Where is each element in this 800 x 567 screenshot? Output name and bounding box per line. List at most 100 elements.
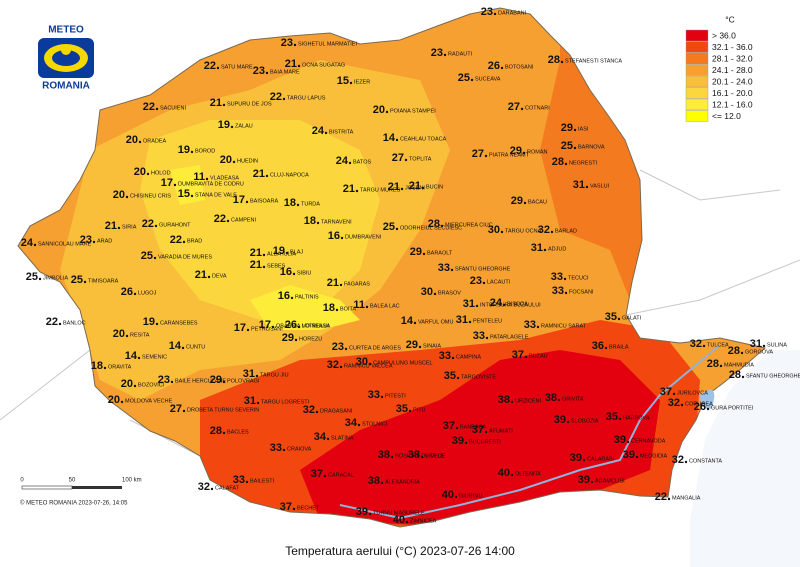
station-value: 28 [707, 358, 719, 370]
station-dot [297, 64, 301, 68]
station: 21 CLUJ-NAPOCA [253, 168, 309, 180]
station-dot [626, 440, 630, 444]
station-value: 38 [368, 475, 380, 487]
station-value: 26 [121, 286, 133, 298]
station-dot [464, 441, 468, 445]
station-name: CUNTU [186, 344, 205, 350]
station: 26 LUGOJ [121, 286, 157, 298]
station: 31 TARGU LOGRESTI [244, 395, 310, 407]
station-name: ORAVITA [108, 364, 132, 370]
station-dot [173, 183, 177, 187]
station-name: MANGALIA [672, 495, 701, 501]
station-name: TECUCI [568, 275, 589, 281]
station-value: 31 [750, 338, 762, 350]
station: 32 DRAGASANI [303, 404, 353, 416]
station-value: 31 [463, 298, 475, 310]
legend-label: > 36.0 [712, 30, 736, 40]
station-value: 20 [121, 378, 133, 390]
station-value: 32 [690, 338, 702, 350]
station-name: GIURGIU [459, 493, 483, 499]
logo-top: METEO [48, 25, 84, 36]
station-value: 24 [490, 297, 503, 309]
station-value: 39 [452, 435, 464, 447]
station-value: 22 [46, 316, 58, 328]
station-value: 26 [285, 319, 297, 331]
station-dot [524, 355, 528, 359]
station: 28 MIERCUREA CIUC [428, 218, 493, 230]
station-name: ROMAN [527, 149, 548, 155]
station-dot [262, 265, 266, 269]
station: 23 BAILE HERCULANE [158, 374, 227, 386]
station-value: 18 [323, 302, 335, 314]
station-value: 32 [538, 224, 550, 236]
station-dot [190, 194, 194, 198]
station-value: 37 [280, 501, 292, 513]
station: 39 CERNAVODA [614, 434, 666, 446]
station: 39 MEDGIDIA [623, 449, 668, 461]
station-name: CAMPULUNG MUSCEL [373, 360, 433, 366]
station: 33 RAMNICU SARAT [524, 319, 587, 331]
station-dot [117, 226, 121, 230]
station-name: ZIMNICEA [410, 518, 437, 524]
station-name: PETROSANI [251, 326, 283, 332]
station-name: CRAIOVA [287, 446, 312, 452]
lagoon [700, 389, 715, 409]
station-dot [522, 151, 526, 155]
station: 33 PATARLAGELE [473, 330, 529, 342]
station-dot [256, 401, 260, 405]
station-name: VOINEASA [302, 323, 330, 329]
station-value: 35 [605, 311, 617, 323]
legend-label: 24.1 - 28.0 [712, 65, 753, 75]
station-dot [340, 236, 344, 240]
station-name: GURA PORTITEI [711, 405, 754, 411]
station-name: STOLNICI [362, 421, 388, 427]
station: 28 GORGOVA [728, 345, 774, 357]
station-dot [125, 334, 129, 338]
station: 23 LACAUTI [470, 275, 511, 287]
station-value: 27 [508, 101, 520, 113]
station: 31 TARGU JIU [243, 368, 289, 380]
station-value: 28 [210, 425, 222, 437]
station-dot [560, 60, 564, 64]
station-dot [344, 347, 348, 351]
station-dot [339, 283, 343, 287]
station: 40 OLTENITA [498, 467, 542, 479]
station: 39 CALARASI [570, 452, 615, 464]
station-dot [323, 474, 327, 478]
station-name: CURTEA DE ARGES [349, 345, 401, 351]
station-name: GRIVITA [562, 396, 584, 402]
station-dot [282, 97, 286, 101]
station-name: DRAGASANI [320, 408, 353, 414]
station-name: BAILESTI [250, 478, 275, 484]
station-name: PENTELEU [473, 318, 502, 324]
legend-label: 12.1 - 16.0 [712, 99, 753, 109]
station: 19 BOROD [178, 144, 215, 156]
station: 28 NEGRESTI [552, 156, 598, 168]
station-name: SFANTU GHEORGHE [746, 373, 800, 379]
station-value: 21 [195, 269, 207, 281]
station-value: 33 [524, 319, 536, 331]
station-value: 24 [21, 237, 34, 249]
station-name: BLAJ [290, 249, 303, 255]
station: 40 ZIMNICEA [393, 514, 437, 526]
station-dot [390, 455, 394, 459]
station-name: CAMPENI [231, 217, 257, 223]
station-name: VARADIA DE MURES [158, 254, 212, 260]
station-dot [137, 356, 141, 360]
station: 18 TARNAVENI [304, 215, 352, 227]
station: 21 SUPURU DE JOS [210, 97, 272, 109]
station-name: IASI [578, 126, 589, 132]
station-name: SIBIU [297, 270, 311, 276]
station-dot [222, 380, 226, 384]
station-name: BARLAD [555, 228, 577, 234]
station-value: 18 [304, 215, 316, 227]
station-value: 17 [259, 319, 271, 331]
station-value: 19 [273, 245, 285, 257]
station-name: BACLES [227, 429, 249, 435]
station-value: 20 [113, 189, 125, 201]
station-dot [523, 201, 527, 205]
station-name: JURILOVCA [677, 390, 708, 396]
station-dot [740, 351, 744, 355]
station-value: 25 [561, 140, 573, 152]
